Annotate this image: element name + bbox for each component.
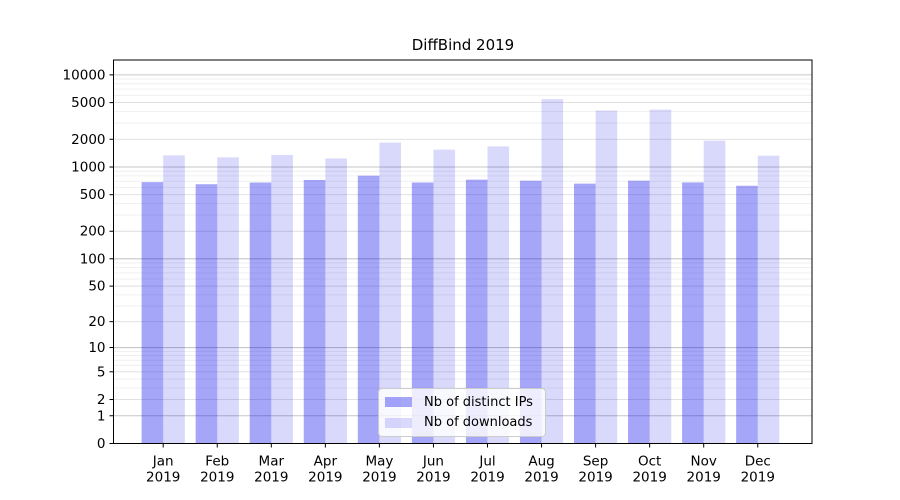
y-tick-label-2000: 2000 — [71, 132, 105, 148]
bar-distinct-ips-jun — [411, 182, 434, 444]
bar-downloads-jun — [433, 149, 456, 444]
bar-distinct-ips-feb — [195, 184, 218, 444]
bar-downloads-feb — [217, 157, 239, 444]
chart-title: DiffBind 2019 — [411, 36, 515, 54]
bar-distinct-ips-aug — [519, 180, 542, 444]
legend-label-downloads: Nb of downloads — [424, 415, 533, 431]
y-tick-label-200: 200 — [80, 224, 106, 240]
bar-distinct-ips-jul — [465, 179, 488, 444]
bar-distinct-ips-sep — [574, 183, 596, 444]
bar-distinct-ips-jan — [141, 182, 164, 444]
y-tick-label-1000: 1000 — [71, 159, 105, 175]
bar-distinct-ips-mar — [249, 182, 272, 444]
x-tick-label-year: 2019 — [416, 470, 450, 486]
legend: Nb of distinct IPs Nb of downloads — [378, 388, 546, 437]
x-tick-label-feb: Feb — [205, 454, 229, 470]
y-tick-label-20: 20 — [88, 314, 105, 330]
legend-item: Nb of downloads — [385, 415, 539, 430]
bar-downloads-mar — [271, 154, 293, 444]
bar-distinct-ips-apr — [303, 180, 326, 444]
bar-downloads-jan — [163, 155, 185, 444]
x-tick-label-year: 2019 — [741, 470, 775, 486]
x-tick-label-year: 2019 — [254, 470, 288, 486]
bar-distinct-ips-dec — [736, 185, 758, 444]
x-tick-label-dec: Dec — [745, 454, 771, 470]
bar-downloads-nov — [703, 140, 726, 444]
bar-downloads-aug — [541, 99, 564, 444]
legend-swatch-distinct-ips — [385, 397, 412, 408]
legend-item: Nb of distinct IPs — [385, 395, 539, 410]
bar-downloads-apr — [325, 158, 347, 444]
legend-label-distinct-ips: Nb of distinct IPs — [424, 394, 533, 410]
bar-distinct-ips-nov — [682, 182, 704, 444]
x-tick-label-nov: Nov — [691, 454, 717, 470]
bar-downloads-jul — [487, 146, 510, 444]
x-tick-label-jul: Jul — [478, 454, 495, 470]
bar-downloads-oct — [649, 109, 672, 444]
bar-distinct-ips-oct — [628, 180, 650, 444]
bar-downloads-sep — [595, 110, 618, 444]
y-tick-label-1: 1 — [97, 408, 106, 424]
y-tick-label-10000: 10000 — [63, 67, 106, 83]
x-tick-label-jan: Jan — [152, 454, 174, 470]
x-tick-label-year: 2019 — [308, 470, 342, 486]
x-tick-label-year: 2019 — [578, 470, 612, 486]
y-tick-label-50: 50 — [88, 279, 105, 295]
x-tick-label-sep: Sep — [583, 454, 608, 470]
y-tick-label-5: 5 — [97, 364, 106, 380]
x-tick-label-year: 2019 — [146, 470, 180, 486]
y-tick-label-500: 500 — [80, 187, 106, 203]
x-tick-label-year: 2019 — [470, 470, 504, 486]
plot-area — [113, 60, 812, 444]
x-tick-label-apr: Apr — [314, 454, 338, 470]
x-tick-label-year: 2019 — [687, 470, 721, 486]
bar-downloads-dec — [757, 155, 780, 444]
x-tick-label-may: May — [365, 454, 393, 470]
x-tick-label-mar: Mar — [259, 454, 285, 470]
legend-swatch-downloads — [385, 417, 412, 428]
x-tick-label-year: 2019 — [632, 470, 666, 486]
y-tick-label-10: 10 — [88, 340, 105, 356]
x-tick-label-jun: Jun — [422, 454, 444, 470]
x-tick-label-aug: Aug — [528, 454, 554, 470]
y-tick-label-100: 100 — [80, 251, 106, 267]
bar-distinct-ips-may — [357, 175, 380, 444]
bar-downloads-may — [379, 142, 401, 444]
y-tick-label-5000: 5000 — [71, 95, 105, 111]
x-tick-label-year: 2019 — [362, 470, 396, 486]
y-tick-label-0: 0 — [97, 436, 106, 452]
x-tick-label-oct: Oct — [638, 454, 661, 470]
axis-frame — [113, 59, 813, 444]
x-tick-label-year: 2019 — [524, 470, 558, 486]
y-tick-label-2: 2 — [97, 392, 106, 408]
x-tick-label-year: 2019 — [200, 470, 234, 486]
